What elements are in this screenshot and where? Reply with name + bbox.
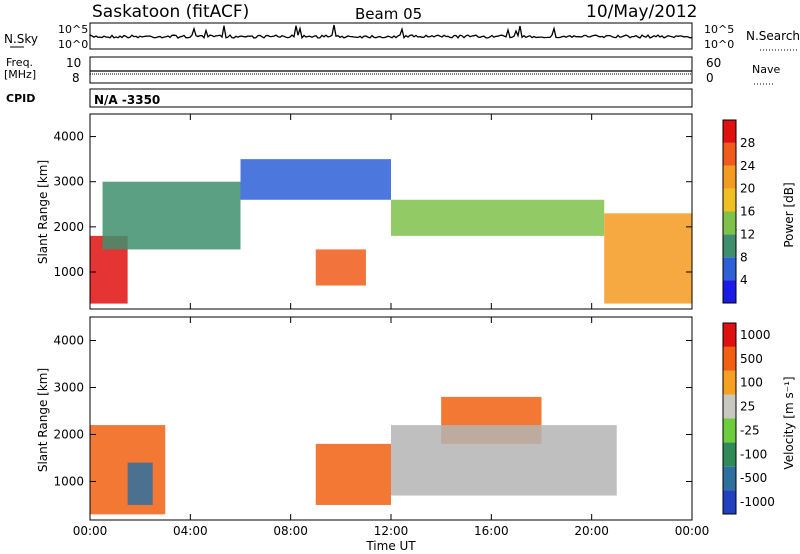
x-tick-label: 00:00 [73,524,108,538]
y-tick-label: 1000 [53,474,84,488]
colorbar-tick-label: 8 [740,250,748,264]
colorbar-frame [722,119,737,304]
freq-label-1: Freq. [6,56,33,69]
x-tick-label: 00:00 [675,524,710,538]
nsky-trace [89,24,693,40]
nave-label: Nave [752,63,780,76]
colorbar-swatch [723,142,736,166]
colorbar-swatch [723,257,736,281]
x-tick-label: 12:00 [374,524,409,538]
velocity-colorbar: 1000 500 100 25 -25 -100 -500 -1000 [722,322,775,515]
y-tick-label: 3000 [53,175,84,189]
colorbar-tick-label: 28 [740,136,755,150]
colorbar-tick-label: 25 [740,400,755,414]
velocity-heatmap [90,396,617,515]
power-ylabel: Slant Range [km] [36,160,50,264]
y-tick-label: 1000 [53,265,84,279]
colorbar-swatch [723,165,736,189]
velocity-y-axis: 1000 2000 3000 4000 [53,333,692,488]
nave-tick-top: 60 [706,56,721,70]
station-title: Saskatoon (fitACF) [92,2,249,22]
colorbar-swatch [723,370,736,395]
colorbar-tick-label: 12 [740,227,755,241]
power-heatmap [90,159,692,304]
freq-label-2: [MHz] [4,68,36,81]
cpid-panel: CPID N/A -3350 [6,88,693,108]
colorbar-swatch [723,120,736,143]
nsky-label: N.Sky [4,32,38,46]
velocity-colorbar-label: Velocity [m s⁻¹] [782,376,796,469]
nsky-panel: N.Sky 10^5 10^0 10^5 10^0 N.Search [4,22,800,51]
colorbar-tick-label: -100 [740,447,767,461]
colorbar-tick-label: 500 [740,352,763,366]
beam-title: Beam 05 [355,5,422,23]
colorbar-tick-label: 1000 [740,328,771,342]
colorbar-tick-label: 20 [740,182,755,196]
colorbar-swatch [723,394,736,419]
colorbar-frame [722,322,737,515]
x-tick-label: 16:00 [474,524,509,538]
power-colorbar: 4 8 12 16 20 24 28 [722,119,755,304]
time-axis: 00:00 04:00 08:00 12:00 16:00 20:00 00:00 [73,114,710,538]
y-tick-label: 2000 [53,220,84,234]
colorbar-swatch [723,323,736,347]
nave-tick-bottom: 0 [706,71,714,85]
colorbar-swatch [723,490,736,514]
freq-frame [89,56,693,84]
power-y-axis: 1000 2000 3000 4000 [53,130,692,279]
y-tick-label: 2000 [53,427,84,441]
colorbar-tick-label: -500 [740,471,767,485]
power-feature [391,199,605,236]
colorbar-swatch [723,418,736,443]
nsearch-tick-bottom: 10^0 [704,38,734,51]
nsky-tick-top: 10^5 [58,23,88,36]
colorbar-tick-label: 24 [740,159,755,173]
cpid-label: CPID [6,92,35,105]
y-tick-label: 3000 [53,380,84,394]
colorbar-swatch [723,442,736,467]
nsearch-tick-top: 10^5 [704,23,734,36]
colorbar-swatch [723,280,736,303]
power-feature [102,181,241,250]
colorbar-tick-label: -1000 [740,495,775,509]
date-title: 10/May/2012 [586,2,698,22]
x-tick-label: 04:00 [173,524,208,538]
y-tick-label: 4000 [53,130,84,144]
velocity-feature [315,443,391,505]
power-feature [240,159,391,200]
nsky-tick-bottom: 10^0 [58,38,88,51]
time-axis-label: Time UT [365,539,416,553]
power-feature [604,213,692,304]
power-feature [315,249,366,286]
colorbar-swatch [723,346,736,371]
colorbar-swatch [723,188,736,212]
cpid-frame [89,88,693,108]
freq-tick-top: 10 [66,56,81,70]
colorbar-tick-label: 4 [740,273,748,287]
velocity-ylabel: Slant Range [km] [36,368,50,472]
nsearch-label: N.Search [746,29,800,43]
power-colorbar-label: Power [dB] [782,182,796,247]
velocity-panel: 1000 2000 3000 4000 Slant Range [km] 1000 50… [36,316,796,521]
colorbar-swatch [723,234,736,258]
x-tick-label: 08:00 [273,524,308,538]
colorbar-tick-label: -25 [740,423,760,437]
y-tick-label: 4000 [53,333,84,347]
power-panel: 1000 2000 3000 4000 Slant Range [km] 4 8 12 16… [36,113,796,310]
colorbar-tick-label: 16 [740,205,755,219]
x-tick-label: 20:00 [574,524,609,538]
colorbar-swatch [723,211,736,235]
freq-panel: Freq. [MHz] 10 8 60 0 Nave [4,56,780,85]
colorbar-swatch [723,466,736,491]
freq-tick-bottom: 8 [72,71,80,85]
velocity-feature [391,425,617,496]
cpid-value: N/A -3350 [94,93,160,107]
velocity-feature [127,462,153,505]
colorbar-tick-label: 100 [740,376,763,390]
